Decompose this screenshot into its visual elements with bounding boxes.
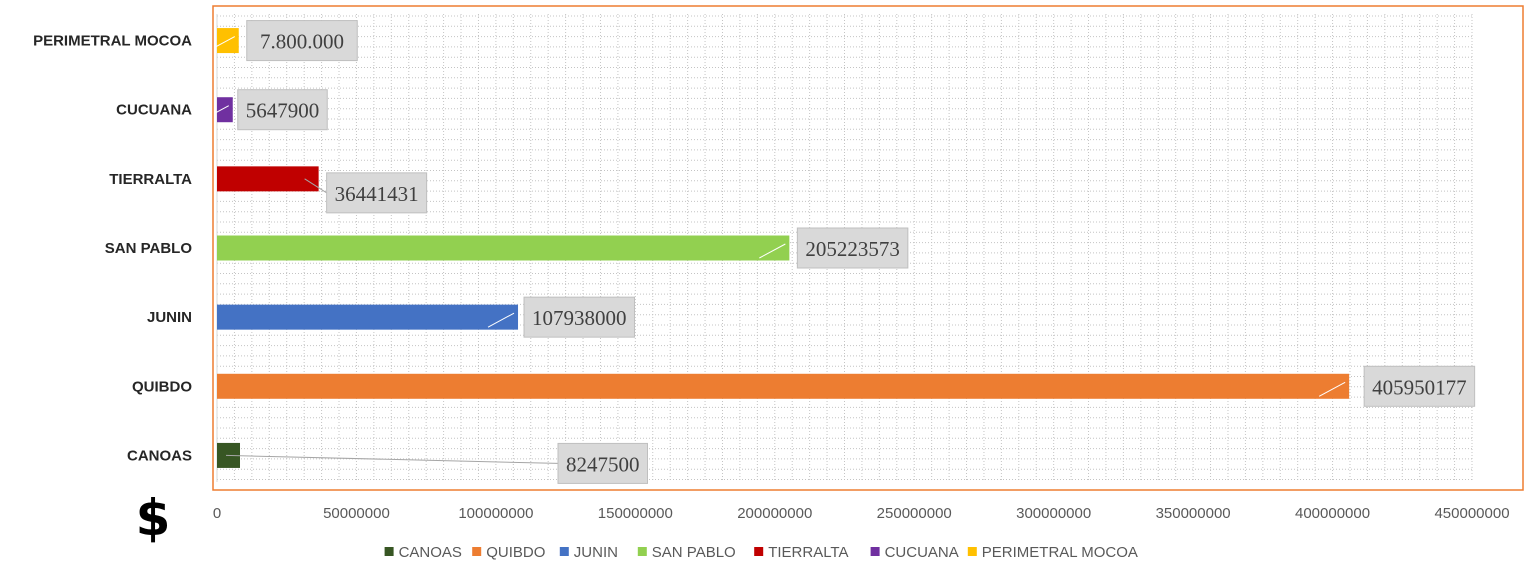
bar-cucuana [217, 97, 233, 123]
legend-swatch [870, 547, 880, 556]
data-label-box [1363, 365, 1476, 407]
x-tick-labels: 0 50000000 100000000 150000000 200000000 2500… [213, 505, 1510, 522]
leader-line [304, 178, 327, 194]
legend-entry: QUIBDO [486, 544, 545, 561]
category-label: CUCUANA [116, 102, 192, 119]
data-label-box [557, 442, 649, 484]
bar-tierralta [217, 166, 319, 192]
category-label: TIERRALTA [109, 171, 192, 188]
x-tick-label: 0 [213, 505, 221, 522]
leader-lines [202, 36, 1346, 464]
data-label: 205223573 [805, 237, 900, 261]
leader-line [225, 454, 559, 464]
plot-area-border [212, 5, 1524, 491]
bar-junin [217, 304, 519, 330]
data-label: 405950177 [1372, 375, 1467, 399]
legend-entry: PERIMETRAL MOCOA [982, 544, 1138, 561]
data-label: 36441431 [335, 182, 419, 206]
data-label-box [523, 296, 636, 338]
leader-line [1318, 381, 1346, 397]
data-label-box [796, 227, 909, 269]
x-tick-label: 300000000 [1016, 505, 1091, 522]
data-label: 5647900 [246, 99, 320, 123]
data-label: 107938000 [532, 306, 627, 330]
currency-symbol: $ [136, 489, 171, 547]
legend-swatch [637, 547, 647, 556]
legend-entry: CUCUANA [885, 544, 959, 561]
bars [217, 28, 1350, 468]
x-tick-label: 350000000 [1156, 505, 1231, 522]
category-label: PERIMETRAL MOCOA [33, 33, 192, 50]
category-labels: CANOAS QUIBDO JUNIN SAN PABLO TIERRALTA CUCUA… [33, 33, 192, 465]
x-tick-label: 200000000 [737, 505, 812, 522]
legend-entry: CANOAS [399, 544, 462, 561]
data-label-box [326, 172, 428, 214]
x-tick-label: 150000000 [598, 505, 673, 522]
category-label: CANOAS [127, 447, 192, 464]
x-tick-label: 50000000 [323, 505, 390, 522]
data-label: 7.800.000 [260, 30, 344, 54]
leader-line [487, 312, 515, 328]
legend-entry: TIERRALTA [768, 544, 848, 561]
legend-entry: SAN PABLO [652, 544, 736, 561]
x-tick-label: 250000000 [877, 505, 952, 522]
bar-quibdo [217, 373, 1350, 399]
legend-entry: JUNIN [574, 544, 618, 561]
category-label: JUNIN [147, 309, 192, 326]
legend-swatch [754, 547, 764, 556]
data-labels: 8247500 405950177 107938000 205223573 364414… [237, 20, 1476, 484]
x-tick-label: 400000000 [1295, 505, 1370, 522]
category-label: SAN PABLO [105, 240, 193, 257]
legend-swatch [559, 547, 569, 556]
x-tick-label: 100000000 [458, 505, 533, 522]
legend: CANOAS QUIBDO JUNIN SAN PABLO TIERRALTA CUCUA… [384, 544, 1138, 561]
leader-line [759, 243, 786, 259]
legend-swatch [967, 547, 977, 556]
data-label-box [246, 20, 358, 62]
category-label: QUIBDO [132, 378, 192, 395]
legend-swatch [472, 547, 482, 556]
data-label-box [237, 89, 328, 131]
x-tick-label: 450000000 [1434, 505, 1509, 522]
bar-san-pablo [217, 235, 790, 261]
data-label: 8247500 [566, 452, 640, 476]
legend-swatch [384, 547, 394, 556]
leader-line [202, 105, 229, 121]
